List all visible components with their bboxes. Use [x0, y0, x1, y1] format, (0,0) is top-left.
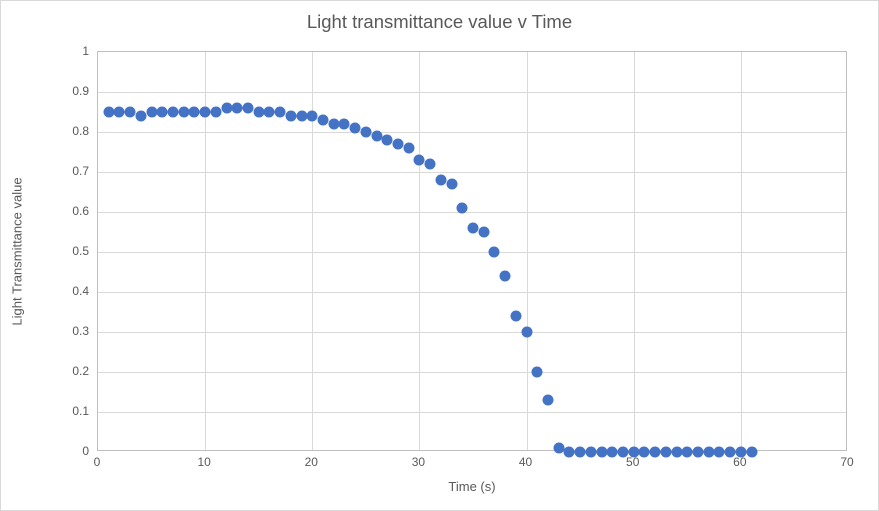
data-point: [275, 107, 286, 118]
x-tick-label: 70: [840, 455, 853, 469]
y-tick-label: 0.1: [1, 404, 89, 418]
x-tick-label: 50: [626, 455, 639, 469]
gridline-horizontal: [98, 212, 846, 213]
data-point: [339, 119, 350, 130]
gridline-horizontal: [98, 132, 846, 133]
data-point: [189, 107, 200, 118]
data-point: [500, 271, 511, 282]
data-point: [114, 107, 125, 118]
data-point: [478, 227, 489, 238]
data-point: [532, 367, 543, 378]
data-point: [403, 143, 414, 154]
y-tick-label: 0.3: [1, 324, 89, 338]
data-point: [446, 179, 457, 190]
x-tick-label: 10: [197, 455, 210, 469]
data-point: [125, 107, 136, 118]
data-point: [650, 447, 661, 458]
data-point: [221, 103, 232, 114]
data-point: [585, 447, 596, 458]
gridline-horizontal: [98, 332, 846, 333]
data-point: [671, 447, 682, 458]
data-point: [178, 107, 189, 118]
gridline-horizontal: [98, 412, 846, 413]
data-point: [157, 107, 168, 118]
data-point: [435, 175, 446, 186]
data-point: [307, 111, 318, 122]
x-tick-label: 0: [94, 455, 101, 469]
gridline-horizontal: [98, 92, 846, 93]
y-tick-label: 0.2: [1, 364, 89, 378]
data-point: [682, 447, 693, 458]
data-point: [714, 447, 725, 458]
gridline-horizontal: [98, 172, 846, 173]
y-tick-label: 0.7: [1, 164, 89, 178]
gridline-vertical: [527, 52, 528, 450]
data-point: [146, 107, 157, 118]
plot-area: [97, 51, 847, 451]
y-tick-label: 0.8: [1, 124, 89, 138]
x-axis-label: Time (s): [97, 479, 847, 494]
data-point: [393, 139, 404, 150]
data-point: [457, 203, 468, 214]
data-point: [575, 447, 586, 458]
data-point: [703, 447, 714, 458]
gridline-vertical: [634, 52, 635, 450]
data-point: [543, 395, 554, 406]
x-tick-label: 60: [733, 455, 746, 469]
data-point: [693, 447, 704, 458]
data-point: [168, 107, 179, 118]
data-point: [296, 111, 307, 122]
data-point: [510, 311, 521, 322]
data-point: [232, 103, 243, 114]
data-point: [350, 123, 361, 134]
data-point: [425, 159, 436, 170]
data-point: [328, 119, 339, 130]
data-point: [318, 115, 329, 126]
data-point: [607, 447, 618, 458]
data-point: [243, 103, 254, 114]
gridline-horizontal: [98, 252, 846, 253]
y-tick-label: 0.4: [1, 284, 89, 298]
data-point: [414, 155, 425, 166]
data-point: [521, 327, 532, 338]
data-point: [210, 107, 221, 118]
x-tick-label: 30: [412, 455, 425, 469]
data-point: [135, 111, 146, 122]
y-tick-label: 0.6: [1, 204, 89, 218]
data-point: [285, 111, 296, 122]
data-point: [660, 447, 671, 458]
x-tick-label: 20: [305, 455, 318, 469]
gridline-horizontal: [98, 372, 846, 373]
y-tick-label: 0.9: [1, 84, 89, 98]
gridline-vertical: [741, 52, 742, 450]
data-point: [103, 107, 114, 118]
data-point: [360, 127, 371, 138]
data-point: [639, 447, 650, 458]
data-point: [371, 131, 382, 142]
gridline-vertical: [419, 52, 420, 450]
data-point: [489, 247, 500, 258]
data-point: [746, 447, 757, 458]
chart-title: Light transmittance value v Time: [1, 11, 878, 33]
gridline-horizontal: [98, 292, 846, 293]
data-point: [382, 135, 393, 146]
data-point: [596, 447, 607, 458]
y-tick-label: 0.5: [1, 244, 89, 258]
data-point: [564, 447, 575, 458]
y-tick-label: 0: [1, 444, 89, 458]
data-point: [468, 223, 479, 234]
data-point: [553, 443, 564, 454]
data-point: [200, 107, 211, 118]
chart-container: Light transmittance value v Time Light T…: [0, 0, 879, 511]
data-point: [253, 107, 264, 118]
x-tick-label: 40: [519, 455, 532, 469]
data-point: [264, 107, 275, 118]
y-tick-label: 1: [1, 44, 89, 58]
